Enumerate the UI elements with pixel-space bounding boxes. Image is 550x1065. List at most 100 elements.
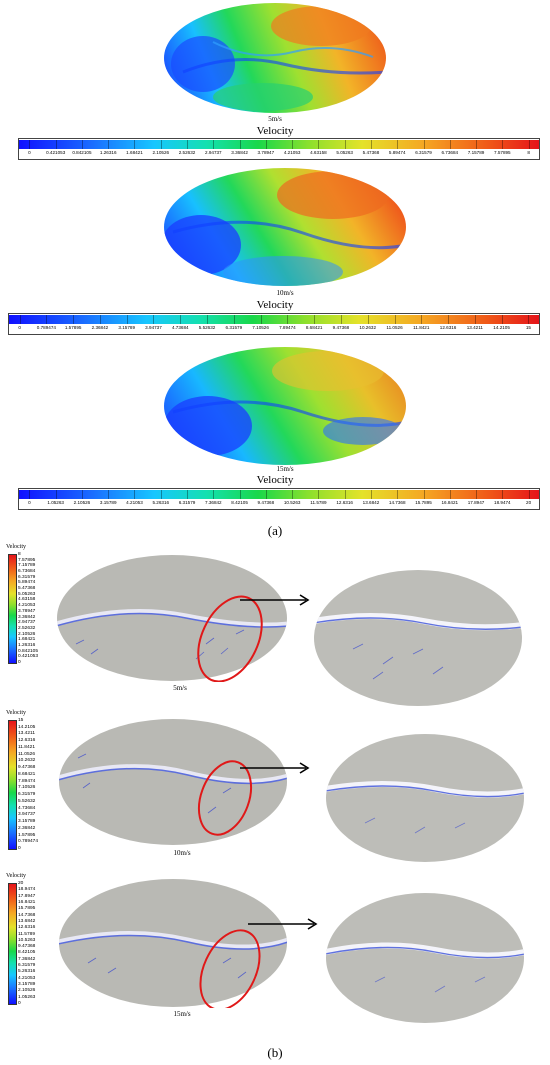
legend-tick-label: 2.52632 [18,625,36,631]
legend-tick-label: 9.47368 [18,944,36,950]
colorbar-tick-label: 2.10526 [73,500,91,505]
colorbar-tick-label: 9.47368 [332,325,350,330]
vector-field-10ms [59,719,287,845]
legend-tick-label: 2.36842 [18,825,36,831]
colorbar-tick-mark [153,315,155,324]
colorbar-tick-label: 7.15789 [467,150,485,155]
colorbar-tick-label: 14.7368 [388,500,406,505]
colorbar-tick-mark [423,140,425,149]
colorbar-tick-label: 8.42105 [231,500,248,505]
legend-tick-label: 3.15789 [18,982,36,988]
vertical-legend-b2: Velocity 15 14.2105 13.4211 12.6316 11.8421 1… [6,710,39,851]
colorbar-tick-label: 7.36842 [205,500,222,505]
colorbar-tick-label: 20 [526,500,532,505]
colorbar-tick-mark [397,140,399,149]
legend-tick-label: 1.68421 [18,637,36,643]
colorbar-tick-mark [134,140,136,149]
legend-title-a3: Velocity [256,474,294,486]
legend-tick-label: 8.42105 [18,950,36,956]
colorbar-tick-label: 1.26316 [99,150,117,155]
velocity-contour-5ms [164,3,386,113]
colorbar-tick-label: 2.36842 [91,325,109,330]
colorbar-tick-label: 14.2105 [493,325,510,330]
legend-tick-label: 1.57895 [18,832,36,838]
legend-tick-label: 10.2632 [18,758,36,764]
colorbar-tick-label: 13.6842 [362,500,380,505]
legend-tick-label: 8.68421 [18,771,36,777]
legend-tick-label: 0.421053 [18,654,39,660]
colorbar-tick-label: 15.7895 [415,500,432,505]
legend-tick-label: 11.8421 [18,744,35,750]
colorbar-tick-label: 7.89474 [279,325,296,330]
colorbar-tick-mark [265,140,267,149]
legend-tick-label: 20 [18,881,24,886]
colorbar-tick-label: 12.6316 [439,325,457,330]
speed-label-b3: 15m/s [173,1010,191,1018]
colorbar-tick-mark [108,490,110,499]
colorbar-tick-mark [55,490,57,499]
legend-tick-label: 4.21053 [18,975,36,981]
vector-field-15ms [59,879,287,1008]
colorbar-a2: 0 0.789474 1.57895 2.36842 3.15789 3.94737 4.7… [8,313,540,335]
legend-tick-label: 5.47368 [18,586,36,592]
colorbar-tick-label: 6.31579 [415,150,432,155]
legend-tick-label: 13.6842 [18,918,36,924]
colorbar-tick-mark [528,490,530,499]
colorbar-tick-mark [449,490,451,499]
colorbar-tick-mark [476,140,478,149]
colorbar-tick-mark [397,490,399,499]
legend-tick-label: 3.78947 [18,608,36,614]
colorbar-tick-label: 0 [18,325,21,330]
colorbar-tick-mark [29,490,31,499]
legend-tick-label: 7.89474 [18,778,36,784]
legend-title-a2: Velocity [256,299,294,311]
legend-tick-label: 7.36842 [18,956,36,962]
zoom-view-15ms [326,893,524,1023]
colorbar-tick-mark [213,490,215,499]
colorbar-tick-mark [292,140,294,149]
velocity-contour-15ms [164,347,406,465]
colorbar-tick-mark [239,140,241,149]
colorbar-tick-mark [207,315,209,324]
colorbar-tick-label: 7.57895 [494,150,511,155]
legend-tick-label: 15.7895 [18,906,36,912]
vector-field-5ms [57,555,287,682]
legend-tick-label: 15 [18,718,24,723]
arrow-b3 [248,918,318,930]
colorbar-tick-mark [448,315,450,324]
colorbar-tick-mark [29,140,31,149]
colorbar-tick-label: 6.31579 [225,325,243,330]
legend-tick-label: 0.789474 [18,839,39,845]
colorbar-tick-mark [160,140,162,149]
legend-tick-label: 12.6316 [18,738,36,744]
colorbar-tick-mark [99,315,101,324]
legend-tick-label: 4.73684 [18,805,36,811]
colorbar-tick-label: 1.57895 [64,325,82,330]
colorbar-tick-label: 13.4211 [466,325,483,330]
colorbar-tick-label: 5.05263 [336,150,353,155]
colorbar-tick-mark [134,490,136,499]
colorbar-tick-mark [314,315,316,324]
colorbar-tick-label: 2.10526 [152,150,170,155]
speed-label-a3: 15m/s [276,465,294,473]
colorbar-tick-mark [449,140,451,149]
colorbar-tick-label: 4.73684 [171,325,189,330]
colorbar-tick-mark [423,490,425,499]
colorbar-tick-mark [233,315,235,324]
speed-label-a2: 10m/s [276,289,294,297]
colorbar-tick-mark [340,315,342,324]
colorbar-tick-label: 0 [28,150,31,155]
colorbar-tick-mark [344,140,346,149]
colorbar-tick-label: 0.421053 [46,150,66,155]
legend-tick-label: 8 [18,552,21,557]
legend-tick-label: 4.21053 [18,603,36,609]
colorbar-tick-label: 1.05263 [47,500,64,505]
colorbar-tick-label: 0 [28,500,31,505]
colorbar-tick-label: 11.0526 [386,325,403,330]
colorbar-tick-mark [344,490,346,499]
colorbar-tick-mark [239,490,241,499]
colorbar-tick-label: 11.5789 [310,500,327,505]
legend-tick-label: 7.15789 [18,563,36,569]
legend-tick-label: 9.47368 [18,765,36,771]
legend-title-a1: Velocity [256,125,294,137]
